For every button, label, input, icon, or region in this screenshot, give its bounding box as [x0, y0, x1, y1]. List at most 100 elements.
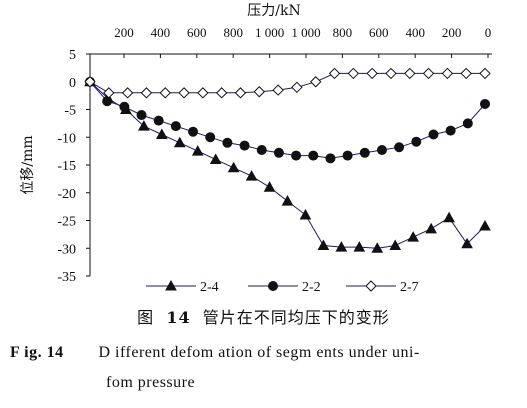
series-2-2: [85, 76, 490, 164]
data-point: [422, 67, 435, 80]
top-tick-label: 200: [114, 25, 134, 40]
data-point: [253, 86, 265, 98]
data-point: [209, 153, 222, 164]
legend-label: 2-4: [200, 280, 219, 295]
data-point: [479, 67, 491, 80]
data-point: [263, 181, 276, 192]
data-point: [291, 81, 303, 94]
top-tick-label: 800: [223, 25, 243, 40]
figure-caption-cn: 图 14 管片在不同均压下的变形: [0, 304, 527, 328]
data-point: [173, 136, 186, 148]
legend-marker: [365, 280, 377, 292]
top-tick-label: 1 000: [255, 25, 284, 40]
data-point: [394, 142, 405, 153]
y-tick-label: -10: [57, 131, 76, 146]
data-point: [411, 136, 422, 147]
legend-marker: [165, 279, 177, 291]
legend-item-2-7: 2-7: [346, 280, 419, 295]
data-point: [153, 115, 164, 126]
figure-caption-en: F ig. 14 D ifferent defom ation of segm …: [10, 338, 520, 398]
data-point: [197, 87, 209, 99]
data-point: [310, 76, 322, 88]
data-point: [281, 195, 294, 206]
data-point: [359, 147, 370, 158]
data-point: [376, 145, 387, 156]
top-tick-label: 1 000: [291, 25, 320, 40]
data-point: [445, 125, 456, 136]
series-layer: [84, 67, 491, 253]
data-point: [480, 98, 490, 109]
data-point: [191, 145, 204, 156]
top-axis-title: 压力/kN: [247, 3, 300, 19]
data-point: [119, 101, 130, 112]
legend-marker: [268, 281, 278, 291]
y-tick-label: -15: [57, 159, 76, 174]
y-tick-label: 0: [69, 76, 76, 91]
data-point: [84, 76, 96, 88]
series-2-4: [84, 75, 491, 253]
data-point: [178, 87, 190, 99]
top-tick-label: 400: [151, 25, 171, 40]
data-point: [460, 67, 472, 80]
y-tick-label: -35: [57, 270, 76, 285]
data-point: [291, 150, 302, 161]
caption-en-line2: fom pressure: [106, 374, 196, 391]
legend-label: 2-7: [400, 280, 419, 295]
top-tick-label: 200: [442, 25, 462, 40]
data-point: [272, 84, 284, 96]
data-point: [299, 208, 312, 220]
legend-item-2-2: 2-2: [248, 280, 321, 295]
data-point: [234, 87, 247, 99]
data-point: [227, 161, 240, 173]
data-point: [335, 241, 348, 252]
data-point: [317, 239, 330, 250]
y-tick-label: -5: [64, 104, 76, 119]
axes: 5 0 -5 -10 -15 -20 -25 -30 -35 200 400 600 800 1 000 1…: [20, 3, 492, 285]
caption-en-line1: D ifferent defom ation of segm ents unde…: [98, 344, 420, 361]
legend: 2-4 2-2 2-7: [146, 279, 419, 295]
caption-cn-number: 14: [166, 308, 191, 327]
data-point: [170, 121, 181, 132]
data-point: [273, 147, 284, 158]
data-point: [328, 67, 341, 80]
data-point: [462, 118, 473, 129]
data-point: [353, 241, 366, 252]
legend-item-2-4: 2-4: [146, 279, 219, 295]
data-point: [461, 237, 473, 249]
caption-cn-prefix: 图: [137, 308, 155, 327]
data-point: [443, 211, 455, 223]
data-point: [188, 126, 199, 137]
data-point: [159, 87, 171, 99]
y-tick-label: -20: [57, 187, 76, 202]
y-tick-label: 5: [69, 48, 76, 63]
data-point: [407, 231, 420, 242]
top-tick-label: 800: [333, 25, 353, 40]
data-point: [441, 67, 454, 80]
data-point: [428, 129, 439, 140]
y-tick-label: -30: [57, 242, 76, 257]
data-point: [205, 132, 216, 143]
y-axis-title: 位移/mm: [20, 135, 36, 194]
top-tick-label: 600: [187, 25, 207, 40]
data-point: [103, 87, 115, 99]
data-point: [347, 67, 360, 80]
data-point: [140, 87, 153, 99]
data-point: [325, 153, 336, 164]
series-line: [89, 72, 485, 94]
caption-cn-text: 管片在不同均压下的变形: [202, 308, 390, 327]
top-tick-label: 400: [405, 25, 425, 40]
data-point: [138, 120, 150, 131]
data-point: [121, 87, 134, 99]
legend-label: 2-2: [302, 280, 321, 295]
data-point: [404, 67, 416, 80]
data-point: [389, 239, 402, 250]
data-point: [102, 96, 113, 107]
series-line: [89, 81, 486, 249]
y-tick-label: -25: [57, 215, 76, 230]
data-point: [239, 140, 250, 151]
data-point: [308, 150, 319, 161]
top-tick-label: 600: [369, 25, 389, 40]
data-point: [425, 222, 437, 234]
top-tick-label: 0: [485, 25, 492, 40]
data-point: [245, 170, 258, 181]
